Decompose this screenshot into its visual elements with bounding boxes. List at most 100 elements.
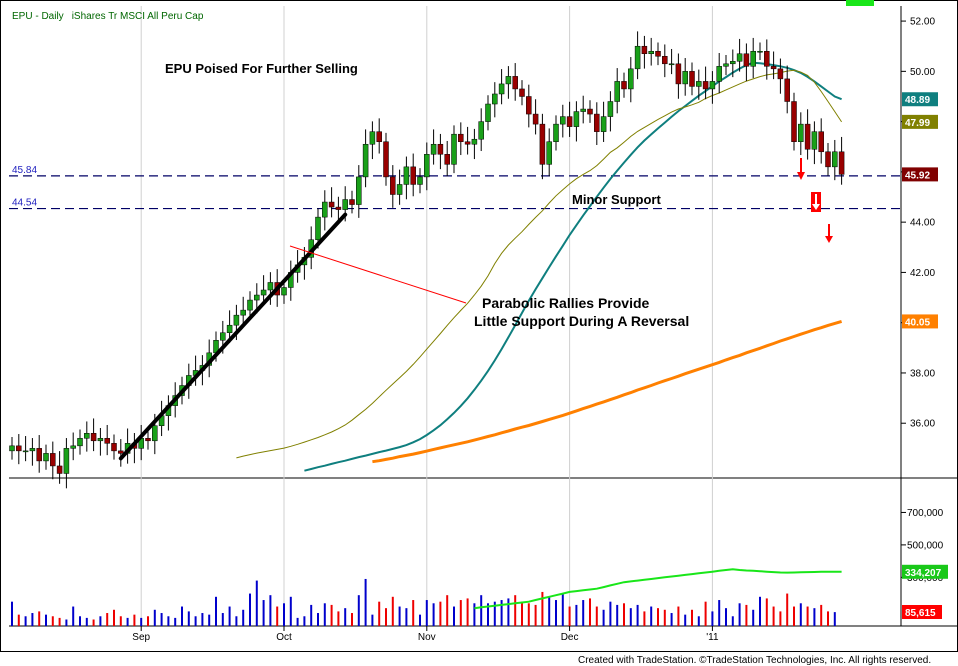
candle (356, 165, 362, 218)
header-name: iShares Tr MSCI All Peru Cap (72, 11, 204, 22)
down-arrow-icon (825, 224, 833, 243)
candle (417, 168, 423, 194)
candle-body (811, 131, 818, 150)
candle-body (675, 63, 682, 85)
candle-body (723, 63, 729, 67)
candle-body (532, 113, 539, 125)
candle-body (50, 453, 56, 467)
candle-body (539, 123, 546, 165)
candle-body (424, 154, 430, 178)
candle (539, 113, 546, 180)
candle (111, 434, 117, 460)
badge-volume-avg-text: 334,207 (905, 568, 942, 579)
annotation-support: Minor Support (572, 192, 661, 207)
candle-body (362, 143, 369, 178)
candle (553, 115, 559, 151)
candle (498, 69, 505, 105)
candle-body (267, 282, 274, 291)
candle-body (403, 166, 410, 185)
candle-body (634, 45, 641, 70)
candle-body (621, 81, 627, 90)
candle-body (641, 45, 648, 55)
candle-body (390, 176, 396, 195)
candle-body (16, 445, 22, 452)
candle-body (417, 176, 423, 185)
badge-volume-avg (902, 564, 948, 579)
candle-body (730, 61, 736, 65)
candle (362, 129, 369, 188)
candle-body (770, 66, 777, 70)
candle-body (369, 131, 376, 145)
annotation-parabolic-line2: Little Support During A Reversal (474, 313, 689, 329)
candle (390, 165, 396, 208)
candle (736, 38, 743, 72)
candle-body (328, 201, 335, 208)
price-tick-label: 42.00 (910, 268, 935, 279)
candle-body (444, 154, 450, 165)
moving-average-fast (236, 69, 843, 459)
candle-body (546, 141, 552, 165)
candle (777, 58, 784, 94)
candle (675, 53, 682, 99)
candle (532, 99, 539, 135)
candle-body (743, 53, 750, 67)
candle (430, 129, 437, 165)
candle (9, 437, 15, 460)
candle-body (512, 76, 518, 90)
candle (838, 136, 845, 185)
x-tick-label: Sep (132, 632, 150, 643)
candle (63, 438, 70, 489)
candle-body (655, 50, 661, 57)
candle (424, 142, 430, 191)
candle-body (430, 143, 437, 155)
candle (267, 272, 274, 305)
candle-body (152, 425, 158, 442)
candle-body (84, 433, 90, 439)
candle-body (784, 78, 790, 102)
candle-body (573, 111, 580, 127)
footer-credit: Created with TradeStation. ©TradeStation… (578, 655, 931, 666)
candle (546, 128, 552, 177)
candle (16, 434, 22, 465)
candle-body (342, 199, 348, 210)
candle (396, 169, 403, 205)
header-symbol: EPU (12, 11, 33, 22)
badge-last-price (902, 167, 938, 182)
candle-body (560, 116, 566, 125)
candle (444, 140, 450, 177)
candle-body (36, 448, 42, 462)
badge-ma-fast-text: 47.99 (905, 118, 930, 129)
candle (648, 37, 654, 66)
support-level-label: 44.54 (12, 198, 37, 209)
candle-body (63, 448, 70, 474)
candle-body (70, 445, 76, 449)
candle (573, 101, 580, 142)
candle (770, 51, 777, 80)
badge-volume-last (902, 605, 942, 619)
candle (247, 291, 253, 319)
candle (145, 429, 151, 450)
candle (743, 43, 750, 82)
candle-body (764, 50, 770, 67)
candle (757, 42, 763, 61)
candle (566, 101, 573, 137)
candle-body (247, 299, 253, 311)
candle (560, 104, 566, 138)
candle-body (750, 50, 756, 67)
candle (526, 84, 532, 128)
candle (70, 432, 76, 461)
candle (410, 153, 416, 197)
candle (376, 118, 382, 154)
candle (22, 436, 29, 462)
candle-body (356, 176, 362, 205)
down-arrow-icon (797, 158, 805, 180)
candle (118, 439, 124, 467)
candle (580, 95, 586, 124)
candle-body (696, 81, 702, 87)
candle (825, 142, 831, 176)
price-tick-label: 52.00 (910, 17, 935, 28)
price-tick-label: 50.00 (910, 67, 935, 78)
candle (804, 109, 811, 160)
candle (628, 57, 634, 103)
